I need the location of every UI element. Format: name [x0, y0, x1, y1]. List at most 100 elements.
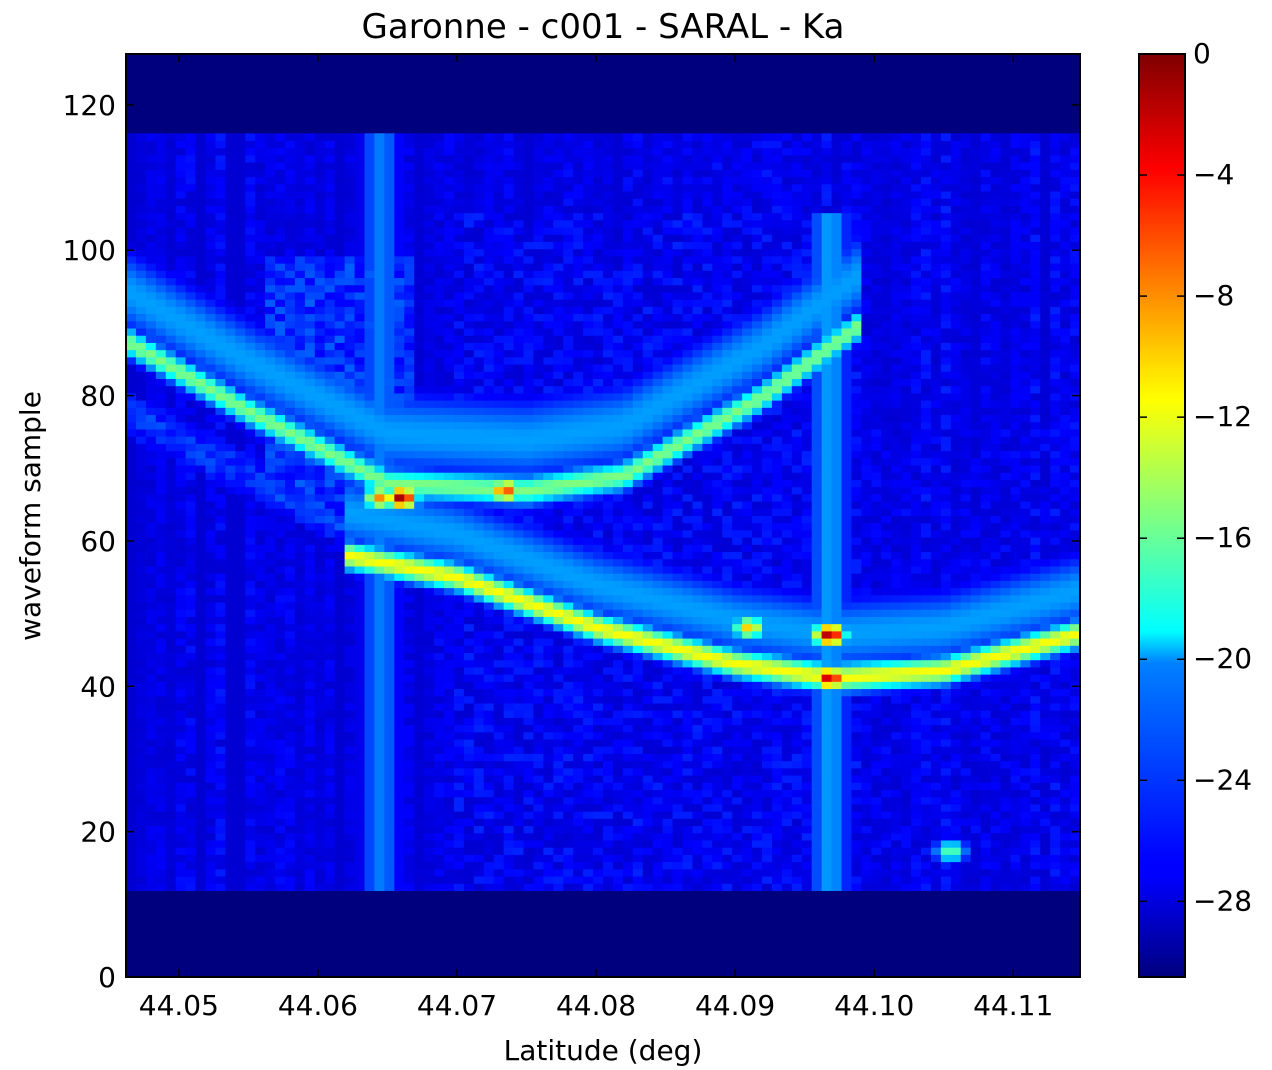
heatmap-cell [304, 277, 316, 286]
heatmap-cell [553, 428, 564, 437]
heatmap-cell [285, 739, 296, 747]
heatmap-cell [404, 493, 415, 502]
heatmap-cell [275, 486, 286, 495]
heatmap-cell [503, 356, 515, 365]
heatmap-cell [384, 450, 395, 459]
heatmap-cell [483, 702, 495, 711]
heatmap-cell [483, 349, 495, 358]
heatmap-cell [563, 623, 574, 632]
heatmap-cell [583, 176, 594, 185]
heatmap-cell [384, 522, 395, 531]
heatmap-cell [463, 854, 475, 863]
heatmap-cell [275, 580, 286, 589]
heatmap-cell [175, 775, 187, 783]
heatmap-cell [523, 277, 534, 286]
heatmap-cell [434, 335, 445, 343]
heatmap-cell [364, 385, 375, 394]
heatmap-cell [175, 501, 187, 509]
heatmap-cell [155, 486, 167, 495]
heatmap-cell [453, 825, 465, 834]
heatmap-cell [245, 515, 256, 524]
heatmap-cell [583, 414, 594, 423]
heatmap-cell [245, 767, 256, 776]
heatmap-cell [503, 385, 515, 394]
heatmap-cell [394, 638, 405, 646]
heatmap-cell [334, 638, 346, 646]
heatmap-cell [434, 364, 445, 372]
heatmap-cell [563, 609, 574, 617]
heatmap-cell [145, 630, 157, 639]
heatmap-cell [453, 594, 465, 603]
heatmap-cell [453, 212, 465, 221]
heatmap-cell [394, 414, 405, 423]
heatmap-cell [434, 176, 445, 185]
heatmap-cell [314, 731, 326, 740]
heatmap-cell [195, 681, 206, 690]
heatmap-cell [304, 349, 316, 358]
heatmap-cell [155, 328, 167, 336]
heatmap-cell [553, 775, 564, 783]
heatmap-cell [255, 652, 266, 661]
heatmap-cell [255, 320, 266, 329]
heatmap-cell [364, 602, 375, 610]
heatmap-cell [215, 811, 226, 819]
heatmap-cell [175, 630, 187, 639]
heatmap-cell [126, 746, 137, 754]
heatmap-cell [314, 479, 326, 488]
heatmap-cell [185, 847, 197, 855]
heatmap-cell [265, 364, 276, 372]
heatmap-cell [553, 364, 564, 372]
heatmap-cell [424, 479, 435, 488]
heatmap-cell [225, 861, 236, 870]
heatmap-cell [463, 739, 475, 747]
heatmap-cell [135, 169, 147, 178]
heatmap-cell [513, 443, 524, 452]
heatmap-cell [215, 349, 226, 358]
heatmap-cell [235, 609, 246, 617]
heatmap-cell [285, 609, 296, 617]
heatmap-cell [404, 565, 415, 574]
heatmap-cell [265, 392, 276, 401]
heatmap-cell [304, 630, 316, 639]
heatmap-cell [553, 594, 564, 603]
heatmap-cell [255, 645, 266, 654]
heatmap-cell [404, 154, 415, 163]
heatmap-cell [523, 544, 534, 553]
heatmap-cell [334, 767, 346, 776]
heatmap-cell [314, 270, 326, 279]
heatmap-cell [493, 652, 505, 661]
heatmap-cell [473, 270, 485, 279]
heatmap-cell [404, 659, 415, 668]
heatmap-cell [245, 630, 256, 639]
heatmap-cell [275, 782, 286, 791]
heatmap-cell [205, 508, 216, 516]
heatmap-cell [175, 616, 187, 625]
heatmap-cell [424, 234, 435, 242]
heatmap-cell [165, 227, 177, 235]
heatmap-cell [444, 731, 455, 740]
heatmap-cell [205, 227, 216, 235]
heatmap-cell [324, 645, 336, 654]
heatmap-cell [185, 868, 197, 877]
heatmap-cell [473, 818, 485, 827]
heatmap-cell [543, 630, 554, 639]
heatmap-cell [294, 328, 306, 336]
heatmap-cell [324, 227, 336, 235]
heatmap-cell [155, 630, 167, 639]
heatmap-cell [453, 392, 465, 401]
heatmap-cell [205, 630, 216, 639]
heatmap-cell [453, 674, 465, 682]
heatmap-cell [543, 400, 554, 408]
heatmap-cell [513, 710, 524, 718]
heatmap-cell [424, 630, 435, 639]
heatmap-cell [265, 191, 276, 199]
heatmap-cell [275, 558, 286, 567]
heatmap-cell [235, 666, 246, 675]
heatmap-cell [255, 356, 266, 365]
heatmap-cell [195, 219, 206, 228]
heatmap-cell [155, 255, 167, 264]
heatmap-cell [304, 645, 316, 654]
heatmap-cell [513, 537, 524, 545]
heatmap-cell [155, 508, 167, 516]
heatmap-cell [444, 767, 455, 776]
